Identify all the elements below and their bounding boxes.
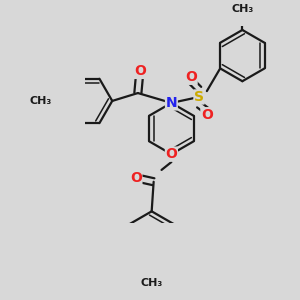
Text: CH₃: CH₃	[231, 4, 254, 14]
Text: O: O	[201, 108, 213, 122]
Text: CH₃: CH₃	[140, 278, 163, 288]
Text: O: O	[134, 64, 146, 78]
Text: S: S	[194, 90, 204, 104]
Text: CH₃: CH₃	[29, 96, 51, 106]
Text: N: N	[166, 96, 177, 110]
Text: O: O	[130, 171, 142, 185]
Text: O: O	[185, 70, 197, 84]
Text: O: O	[166, 147, 177, 161]
